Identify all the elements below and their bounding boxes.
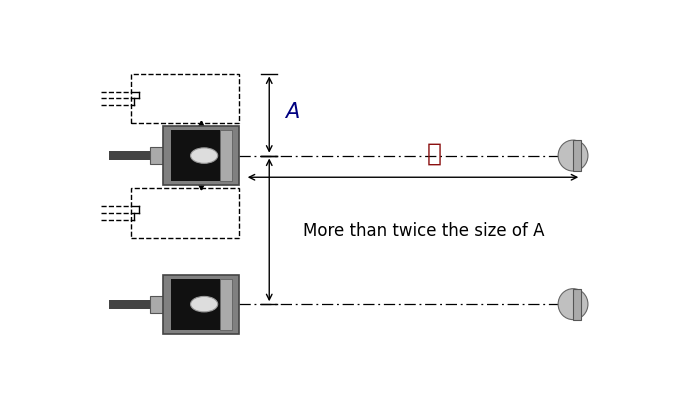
Bar: [150, 148, 163, 165]
Bar: [109, 152, 163, 161]
Bar: [573, 141, 581, 172]
Bar: [150, 296, 163, 313]
Bar: [131, 188, 239, 238]
Ellipse shape: [558, 289, 588, 320]
Ellipse shape: [558, 141, 588, 172]
Bar: [220, 279, 232, 330]
Text: More than twice the size of A: More than twice the size of A: [303, 221, 545, 239]
Text: A: A: [286, 102, 300, 122]
Bar: [171, 279, 220, 330]
Circle shape: [190, 148, 218, 164]
Bar: [131, 74, 239, 124]
Bar: [163, 275, 239, 334]
Bar: [109, 300, 163, 309]
Bar: [163, 127, 239, 186]
Bar: [220, 131, 232, 182]
Text: ℓ: ℓ: [427, 142, 442, 166]
Circle shape: [190, 297, 218, 312]
Bar: [171, 131, 220, 182]
Bar: [573, 289, 581, 320]
